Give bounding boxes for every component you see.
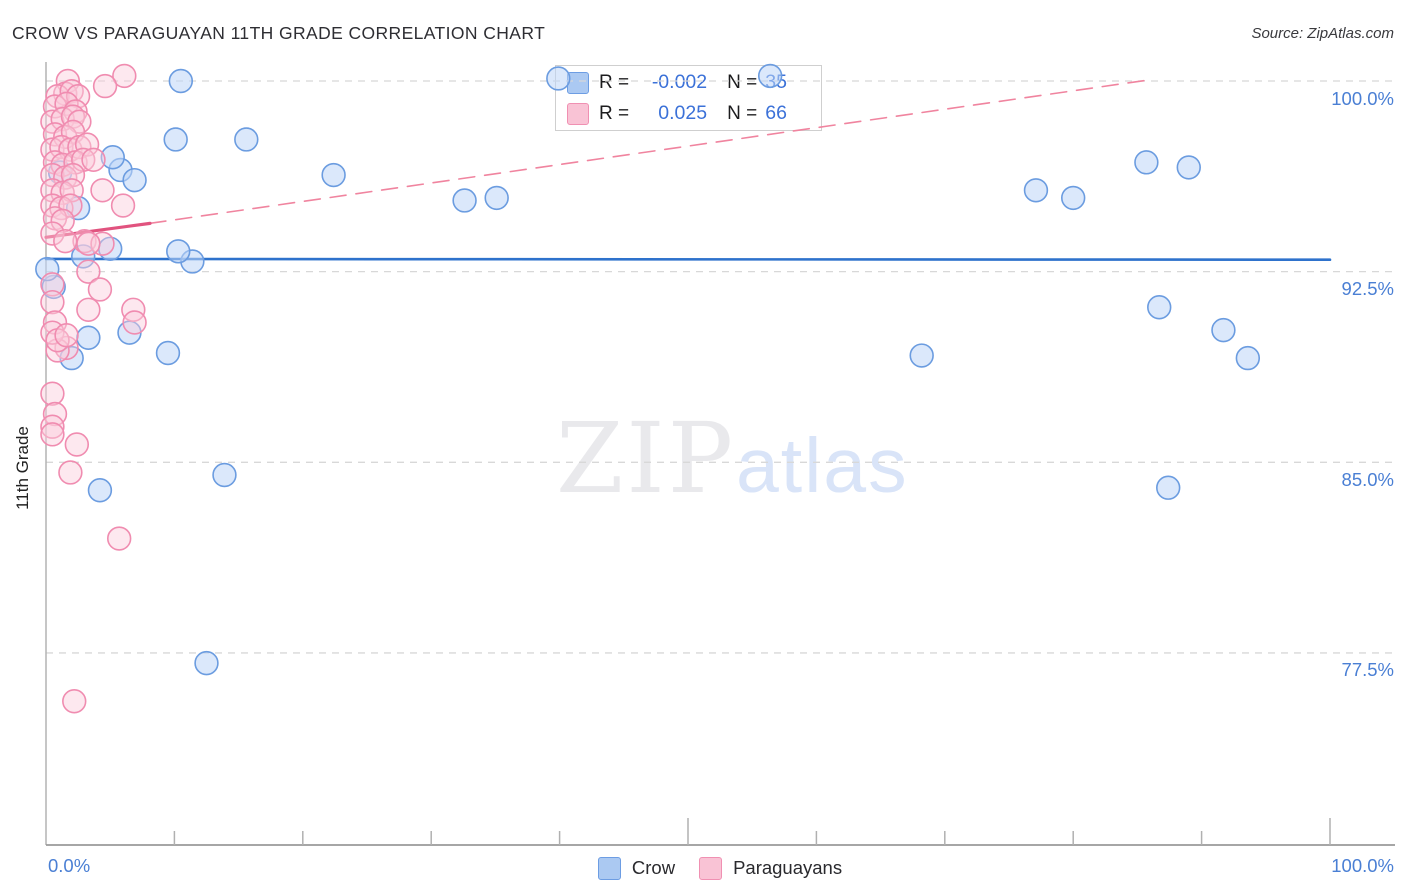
crow-data-point[interactable] <box>909 343 934 368</box>
paraguayan-data-point[interactable] <box>50 208 75 234</box>
crow-legend-swatch-icon <box>597 856 621 880</box>
paraguayan-data-point[interactable] <box>40 422 65 447</box>
paraguayan-data-point[interactable] <box>90 178 115 203</box>
paraguayan-data-point[interactable] <box>92 73 118 99</box>
crow-data-point[interactable] <box>76 325 101 350</box>
paraguayan-data-point[interactable] <box>58 460 83 485</box>
paraguayan-data-point[interactable] <box>87 277 113 302</box>
crow-data-point[interactable] <box>1060 185 1086 211</box>
paraguayan-data-point[interactable] <box>40 414 65 439</box>
n-label: N = <box>727 102 758 124</box>
paraguayan-data-point[interactable] <box>76 259 101 284</box>
paraguayan-data-point[interactable] <box>40 221 65 246</box>
crow-data-point[interactable] <box>1235 345 1261 371</box>
page-title: CROW VS PARAGUAYAN 11TH GRADE CORRELATIO… <box>12 23 546 43</box>
y-tick-label-77-5: 77.5% <box>1341 659 1394 680</box>
paraguayan-data-point[interactable] <box>53 228 78 254</box>
crow-legend-label: Crow <box>631 857 676 878</box>
crow-data-point[interactable] <box>122 167 147 193</box>
crow-trend-line-solid <box>44 257 1332 262</box>
paraguayans-n-value: 66 <box>765 102 787 124</box>
paraguayan-data-point[interactable] <box>40 289 65 315</box>
paraguayan-data-point[interactable] <box>76 297 101 322</box>
paraguayans-trend-line-dashed <box>149 78 1152 225</box>
paraguayan-data-point[interactable] <box>72 228 97 254</box>
bottom-axis-row: 0.0% Crow Paraguayans 100.0% <box>46 853 1394 883</box>
crow-data-point[interactable] <box>1134 150 1159 175</box>
paraguayan-data-point[interactable] <box>64 432 90 457</box>
paraguayan-data-point[interactable] <box>112 63 137 89</box>
paraguayan-data-point[interactable] <box>49 134 74 160</box>
paraguayans-legend-swatch-icon <box>699 856 723 880</box>
y-tick-label-100: 100.0% <box>1331 88 1394 109</box>
crow-data-point[interactable] <box>452 188 477 213</box>
paraguayan-data-point[interactable] <box>54 323 79 348</box>
paraguayans-legend-label: Paraguayans <box>733 857 843 878</box>
crow-data-point[interactable] <box>100 145 125 170</box>
paraguayan-data-point[interactable] <box>106 526 132 551</box>
r-label: R = <box>599 102 630 124</box>
crow-data-point[interactable] <box>1023 178 1049 203</box>
paraguayan-data-point[interactable] <box>74 132 100 157</box>
paraguayan-data-point[interactable] <box>40 381 65 406</box>
y-tick-label-92-5: 92.5% <box>1341 278 1394 299</box>
paraguayan-data-point[interactable] <box>40 272 65 297</box>
crow-data-point[interactable] <box>1147 295 1172 320</box>
crow-data-point[interactable] <box>546 66 571 91</box>
x-tick-label-100: 100.0% <box>1331 855 1394 876</box>
crow-data-point[interactable] <box>35 256 60 282</box>
crow-data-point[interactable] <box>321 162 346 188</box>
crow-data-point[interactable] <box>1156 475 1181 500</box>
zipatlas-watermark: ZIP atlas <box>556 402 909 515</box>
crow-r-value: -0.002 <box>651 71 708 93</box>
legend-item-crow: Crow <box>597 856 676 880</box>
crow-data-point[interactable] <box>757 63 783 89</box>
crow-data-point[interactable] <box>234 127 259 152</box>
n-label: N = <box>727 71 758 93</box>
watermark-zip: ZIP <box>556 402 736 515</box>
crow-data-point[interactable] <box>484 185 509 211</box>
crow-data-point[interactable] <box>1176 155 1201 180</box>
paraguayan-data-point[interactable] <box>81 147 106 173</box>
paraguayans-swatch-icon <box>567 102 589 125</box>
paraguayan-data-point[interactable] <box>122 310 147 335</box>
stats-row-paraguayans: R = 0.025 N = 66 <box>567 101 821 127</box>
crow-data-point[interactable] <box>194 650 219 676</box>
source-attribution: Source: ZipAtlas.com <box>1251 25 1394 42</box>
r-label: R = <box>599 71 630 93</box>
crow-data-point[interactable] <box>212 462 237 488</box>
y-tick-label-85: 85.0% <box>1341 469 1394 490</box>
legend-item-paraguayans: Paraguayans <box>699 856 843 880</box>
paraguayan-data-point[interactable] <box>76 231 101 256</box>
watermark-atlas: atlas <box>735 423 909 509</box>
paraguayan-data-point[interactable] <box>62 689 87 714</box>
chart-legend: Crow Paraguayans <box>46 853 1394 883</box>
paraguayan-data-point[interactable] <box>42 122 68 147</box>
crow-data-point[interactable] <box>87 478 113 503</box>
paraguayans-r-value: 0.025 <box>658 102 708 124</box>
crow-data-point[interactable] <box>166 239 191 264</box>
crow-data-point[interactable] <box>1211 317 1236 343</box>
paraguayan-data-point[interactable] <box>110 193 136 218</box>
crow-data-point[interactable] <box>155 340 181 366</box>
paraguayan-data-point[interactable] <box>90 231 115 256</box>
x-tick-label-0: 0.0% <box>48 855 91 876</box>
crow-data-point[interactable] <box>163 127 188 152</box>
crow-data-point[interactable] <box>168 68 194 94</box>
paraguayan-data-point[interactable] <box>121 297 146 322</box>
